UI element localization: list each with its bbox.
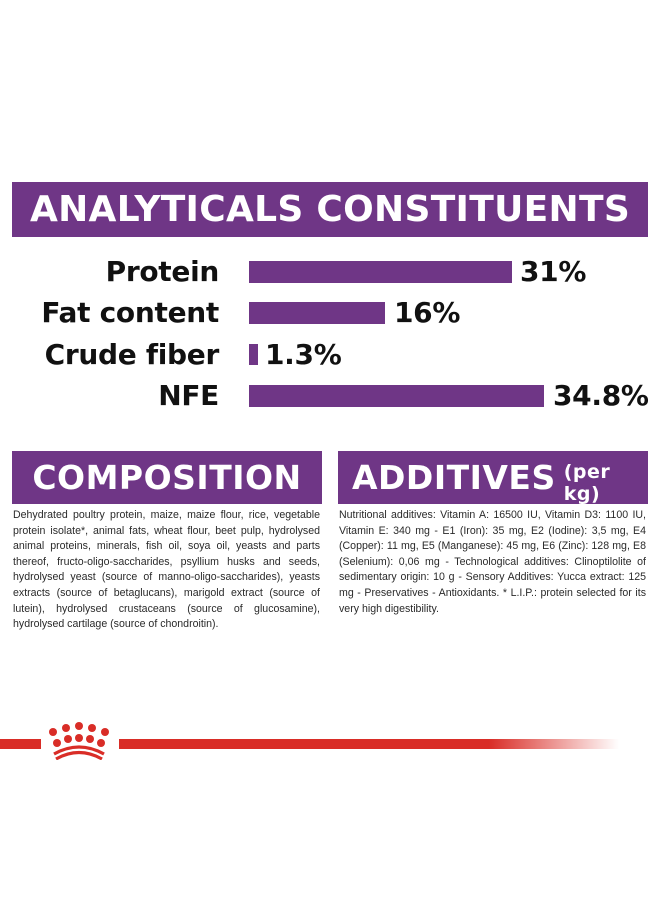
additives-unit: (per kg) [563,460,611,505]
bar-nfe [249,385,544,407]
row-value: 34.8% [553,379,649,412]
additives-header: ADDITIVES (per kg) [338,451,648,505]
analytics-header: ANALYTICALS CONSTITUENTS [12,182,648,237]
composition-text: Dehydrated poultry protein, maize, maize… [13,509,320,631]
brand-line-right [119,739,619,749]
row-value: 16% [394,296,461,329]
chart-row-nfe: NFE 34.8% [0,378,660,420]
bar-fat [249,302,385,324]
row-label: Crude fiber [44,338,220,371]
bar-protein [249,261,512,283]
brand-line-left [0,739,41,749]
row-value: 31% [520,255,587,288]
analytics-bar-chart: Protein 31% Fat content 16% Crude fiber … [0,254,660,414]
chart-row-crude-fiber: Crude fiber 1.3% [0,337,660,379]
row-label: Fat content [41,296,219,329]
bar-crude-fiber [249,344,258,365]
royal-canin-crown-icon [49,722,109,760]
row-value: 1.3% [265,338,342,371]
additives-title: ADDITIVES [352,458,556,497]
additives-text: Nutritional additives: Vitamin A: 16500 … [339,509,646,615]
row-label: Protein [105,255,220,288]
chart-row-protein: Protein 31% [0,254,660,296]
row-label: NFE [158,379,219,412]
chart-row-fat: Fat content 16% [0,295,660,337]
composition-header: COMPOSITION [12,451,322,504]
